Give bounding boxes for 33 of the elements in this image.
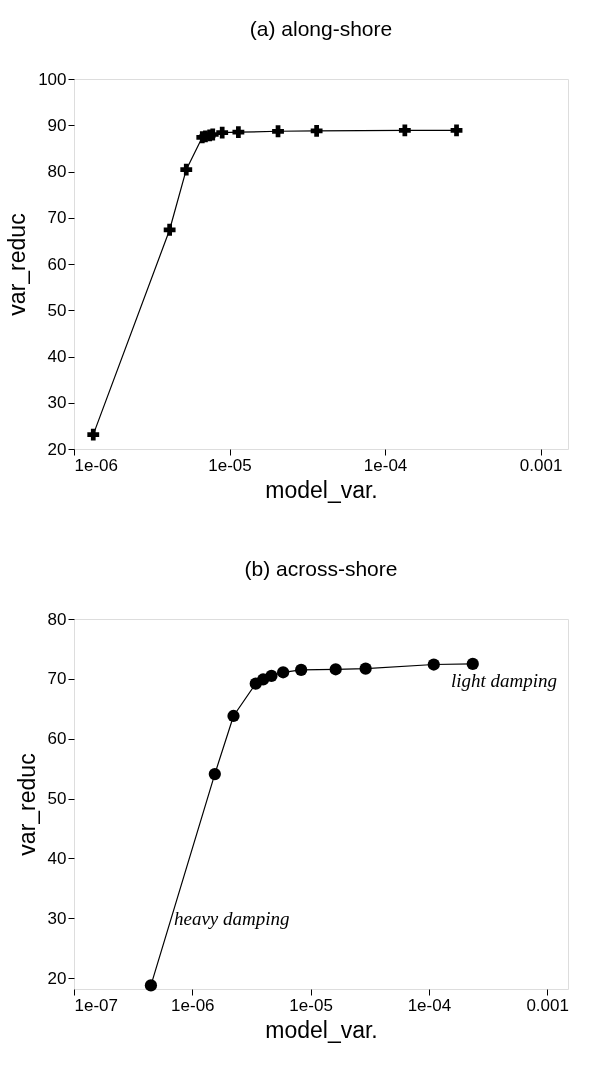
y-tick-label: 100 xyxy=(38,69,67,89)
y-tick-label: 80 xyxy=(47,609,67,629)
x-tick-label: 1e-04 xyxy=(407,995,452,1015)
y-tick-label: 60 xyxy=(47,254,67,274)
x-tick-label: 0.001 xyxy=(526,995,569,1015)
y-tick-label: 70 xyxy=(47,208,67,228)
y-tick-label: 20 xyxy=(47,439,67,459)
annotation: light damping xyxy=(450,670,557,691)
x-axis-title: model_var. xyxy=(265,1016,378,1043)
y-tick-label: 70 xyxy=(47,669,67,689)
y-tick-label: 60 xyxy=(47,729,67,749)
annotation: heavy damping xyxy=(174,908,290,929)
x-tick-label: 1e-06 xyxy=(74,455,118,475)
y-axis-title: var_reduc xyxy=(4,213,31,316)
x-tick-label: 1e-06 xyxy=(171,995,215,1015)
x-tick-label: 0.001 xyxy=(519,455,563,475)
y-tick-label: 30 xyxy=(47,393,67,413)
y-tick-label: 20 xyxy=(47,968,67,988)
y-axis-title: var_reduc xyxy=(13,753,40,856)
y-tick-label: 50 xyxy=(47,300,67,320)
x-tick-label: 1e-04 xyxy=(363,455,408,475)
x-tick-label: 1e-05 xyxy=(208,455,252,475)
chart-title: (b) across-shore xyxy=(244,557,398,580)
y-tick-label: 90 xyxy=(47,115,67,135)
y-tick-label: 50 xyxy=(47,789,67,809)
y-tick-label: 40 xyxy=(47,848,67,868)
x-tick-label: 1e-05 xyxy=(289,995,333,1015)
chart-title: (a) along-shore xyxy=(249,17,393,40)
x-axis-title: model_var. xyxy=(265,476,378,503)
y-tick-label: 80 xyxy=(47,162,67,181)
x-tick-label: 1e-07 xyxy=(74,995,118,1015)
y-tick-label: 40 xyxy=(47,347,67,366)
y-tick-label: 30 xyxy=(47,908,67,928)
